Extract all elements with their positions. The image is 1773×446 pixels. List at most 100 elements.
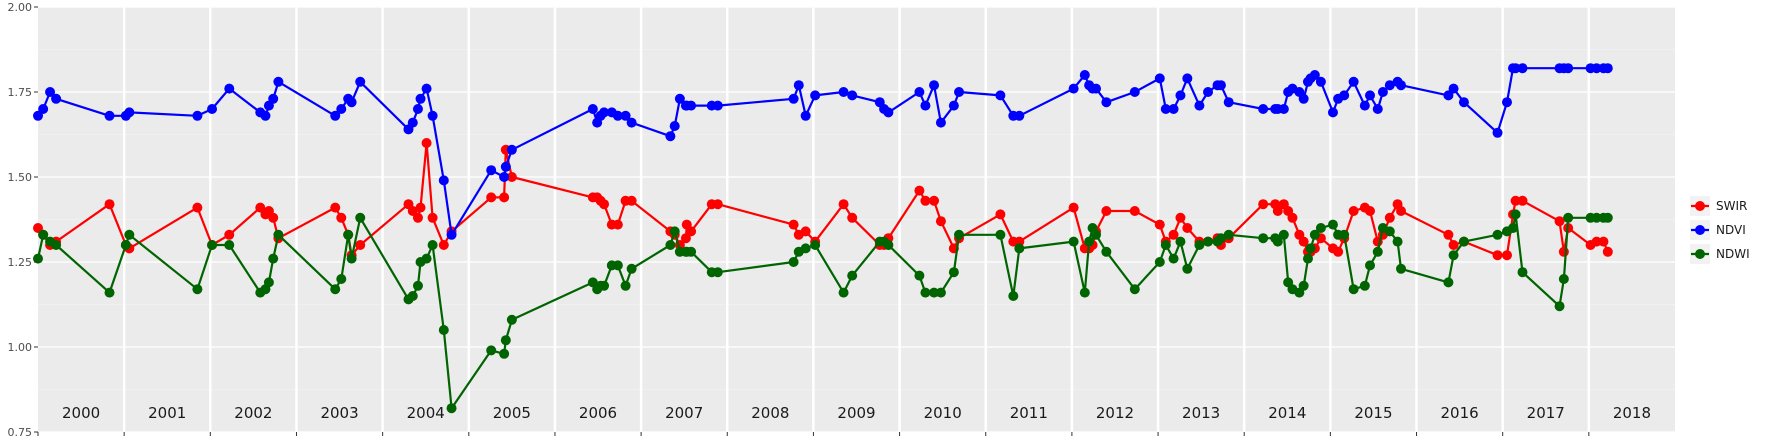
data-point <box>1101 97 1112 108</box>
data-point <box>1315 76 1326 87</box>
legend-item-ndwi: NDWI <box>1690 244 1750 264</box>
data-point <box>995 90 1006 101</box>
year-label: 2004 <box>407 404 445 422</box>
data-point <box>995 229 1006 240</box>
data-point <box>1194 100 1205 111</box>
data-point <box>1508 223 1519 233</box>
y-tick-label: 0.75 <box>8 426 33 439</box>
data-point <box>407 206 418 216</box>
data-point <box>224 229 235 240</box>
legend-item-swir: SWIR <box>1690 196 1747 216</box>
legend: SWIR NDVI NDWI <box>1690 196 1750 264</box>
data-point <box>500 161 511 172</box>
data-point <box>1154 219 1165 230</box>
data-point <box>712 199 723 210</box>
data-point <box>1591 236 1602 247</box>
data-point <box>38 104 49 114</box>
data-point <box>1008 291 1019 301</box>
data-point <box>486 345 497 356</box>
data-point <box>1372 104 1383 114</box>
data-point <box>800 110 811 121</box>
data-point <box>1554 301 1565 312</box>
data-point <box>1384 80 1395 91</box>
data-point <box>1396 206 1407 216</box>
year-label: 2001 <box>148 404 186 422</box>
legend-item-ndvi: NDVI <box>1690 220 1746 240</box>
data-point <box>1517 63 1528 74</box>
data-point <box>1305 243 1316 254</box>
year-label: 2016 <box>1441 404 1479 422</box>
data-point <box>104 110 115 121</box>
data-point <box>51 240 62 250</box>
data-point <box>1203 236 1214 247</box>
data-point <box>686 246 697 257</box>
data-point <box>1101 246 1112 257</box>
data-point <box>273 229 284 240</box>
data-point <box>438 325 449 335</box>
data-point <box>192 202 203 213</box>
data-point <box>800 226 811 237</box>
data-point <box>1309 229 1320 240</box>
data-point <box>1443 229 1454 240</box>
data-point <box>438 175 449 186</box>
data-point <box>192 110 203 121</box>
year-label: 2013 <box>1182 404 1220 422</box>
year-label: 2017 <box>1527 404 1565 422</box>
data-point <box>665 240 676 250</box>
data-point <box>260 110 271 121</box>
data-point <box>669 121 680 131</box>
data-point <box>1182 223 1193 233</box>
data-point <box>1272 206 1283 216</box>
data-point <box>1333 246 1344 257</box>
data-point <box>38 229 49 240</box>
legend-label: NDWI <box>1716 247 1750 261</box>
data-point <box>793 80 804 91</box>
data-point <box>355 76 366 87</box>
data-point <box>336 104 347 114</box>
data-point <box>330 110 341 121</box>
data-point <box>612 219 623 230</box>
data-point <box>1168 229 1179 240</box>
data-point <box>499 192 510 203</box>
data-point <box>224 240 235 250</box>
data-point <box>1160 240 1171 250</box>
data-point <box>788 93 799 104</box>
data-point <box>446 229 457 240</box>
year-label: 2000 <box>62 404 100 422</box>
data-point <box>1365 90 1376 101</box>
data-point <box>1068 83 1079 94</box>
data-point <box>1348 206 1359 216</box>
data-point <box>346 97 357 108</box>
data-point <box>1079 287 1090 298</box>
data-point <box>1501 250 1512 261</box>
data-point <box>1175 212 1186 223</box>
data-point <box>1602 246 1613 257</box>
data-point <box>438 240 449 250</box>
data-point <box>612 110 623 121</box>
y-tick-label: 1.75 <box>8 86 33 99</box>
data-point <box>412 104 423 114</box>
series-swir <box>33 138 1613 261</box>
data-point <box>1448 83 1459 94</box>
year-label: 2009 <box>837 404 875 422</box>
data-point <box>104 287 115 298</box>
data-point <box>800 243 811 254</box>
data-point <box>1554 216 1565 227</box>
year-label: 2018 <box>1613 404 1651 422</box>
data-point <box>1563 212 1574 223</box>
data-point <box>838 199 849 210</box>
data-point <box>587 104 598 114</box>
legend-key-marker <box>1695 201 1705 211</box>
data-point <box>1501 97 1512 108</box>
year-label: 2012 <box>1096 404 1134 422</box>
data-point <box>500 335 511 346</box>
data-point <box>1309 70 1320 80</box>
data-point <box>669 226 680 237</box>
data-point <box>124 229 135 240</box>
data-point <box>1298 236 1309 247</box>
data-point <box>1129 206 1140 216</box>
data-point <box>1182 73 1193 84</box>
data-point <box>1154 257 1165 267</box>
data-point <box>506 172 517 182</box>
